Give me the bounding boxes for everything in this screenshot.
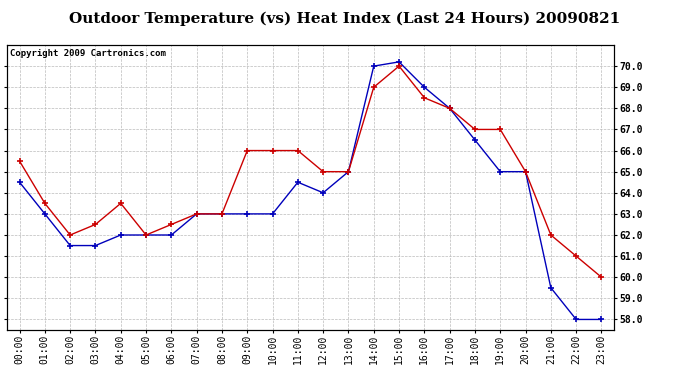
Text: Outdoor Temperature (vs) Heat Index (Last 24 Hours) 20090821: Outdoor Temperature (vs) Heat Index (Las… [70,11,620,26]
Text: Copyright 2009 Cartronics.com: Copyright 2009 Cartronics.com [10,49,166,58]
